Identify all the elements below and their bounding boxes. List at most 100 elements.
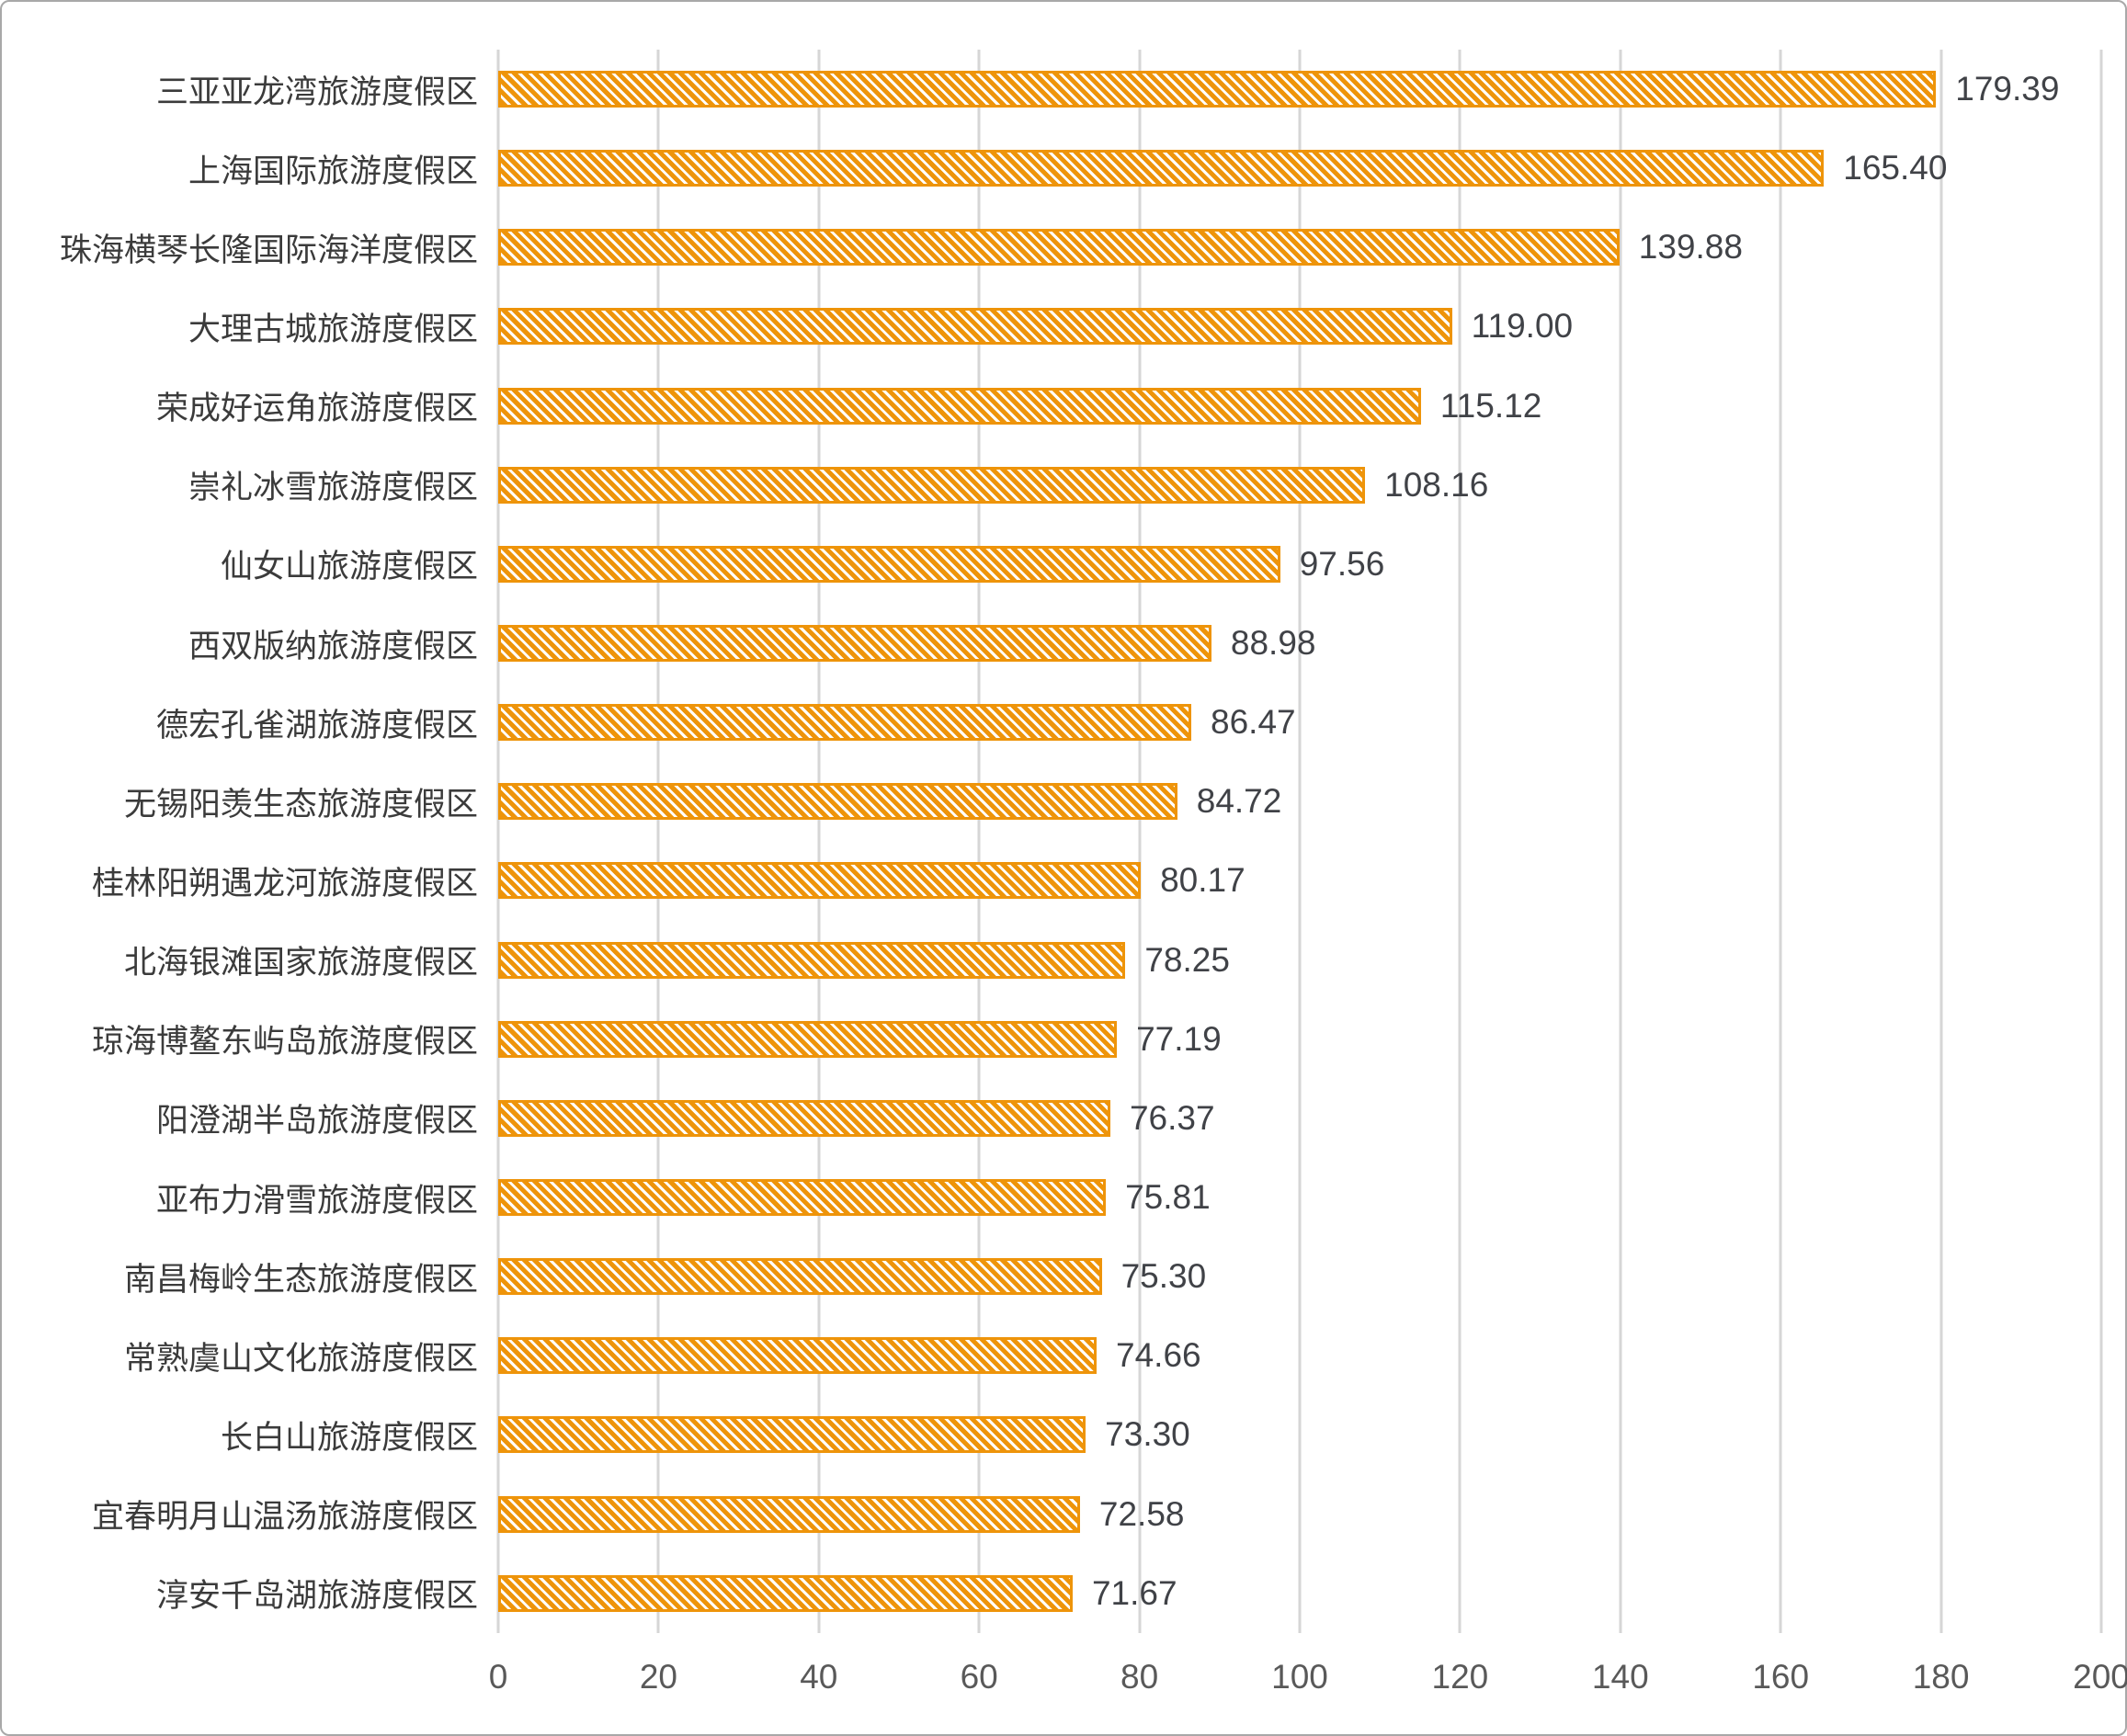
- value-label: 77.19: [1136, 1019, 1222, 1058]
- x-tick-label: 20: [639, 1658, 677, 1696]
- value-label: 75.30: [1120, 1257, 1207, 1296]
- bar-row: 西双版纳旅游度假区 88.98: [2, 604, 2127, 683]
- gridline-x-80: [1138, 50, 1142, 1633]
- bar: [498, 704, 1192, 742]
- x-tick-label: 40: [800, 1658, 838, 1696]
- x-tick-label: 200: [2073, 1658, 2127, 1696]
- bar-row: 淳安千岛湖旅游度假区 71.67: [2, 1554, 2127, 1633]
- bar-row: 南昌梅岭生态旅游度假区 75.30: [2, 1237, 2127, 1316]
- value-label: 84.72: [1196, 782, 1282, 821]
- gridline-x-120: [1458, 50, 1462, 1633]
- value-label: 115.12: [1439, 386, 1542, 425]
- bar-track: 71.67: [498, 1554, 2101, 1633]
- bar-row: 琼海博鳌东屿岛旅游度假区 77.19: [2, 1000, 2127, 1079]
- bar-row: 桂林阳朔遇龙河旅游度假区 80.17: [2, 841, 2127, 920]
- value-label: 75.81: [1125, 1178, 1211, 1217]
- bar-rows: 三亚亚龙湾旅游度假区 179.39 上海国际旅游度假区 165.40 珠海横琴长隆国际海…: [2, 50, 2127, 1633]
- x-tick-label: 140: [1591, 1658, 1649, 1696]
- value-label: 72.58: [1098, 1494, 1185, 1533]
- x-tick-label: 180: [1912, 1658, 1970, 1696]
- gridline-x-160: [1779, 50, 1782, 1633]
- category-label: 常熟虞山文化旅游度假区: [123, 1340, 478, 1377]
- value-label: 108.16: [1384, 465, 1489, 504]
- gridline-x-140: [1619, 50, 1622, 1633]
- bar-row: 崇礼冰雪旅游度假区 108.16: [2, 446, 2127, 525]
- value-label: 71.67: [1091, 1573, 1177, 1612]
- value-label: 97.56: [1299, 544, 1385, 583]
- bar-track: 165.40: [498, 129, 2101, 208]
- bar-track: 80.17: [498, 841, 2101, 920]
- bar: [498, 1495, 1080, 1533]
- bar: [498, 1416, 1086, 1454]
- plot-area: [496, 50, 2103, 1633]
- bar: [498, 1179, 1107, 1217]
- bar-row: 珠海横琴长隆国际海洋度假区 139.88: [2, 208, 2127, 287]
- value-label: 78.25: [1144, 940, 1230, 979]
- bar-row: 荣成好运角旅游度假区 115.12: [2, 367, 2127, 446]
- bar-row: 北海银滩国家旅游度假区 78.25: [2, 921, 2127, 1000]
- category-label: 上海国际旅游度假区: [188, 153, 478, 189]
- category-label: 仙女山旅游度假区: [220, 549, 478, 585]
- category-label: 无锡阳羡生态旅游度假区: [123, 786, 478, 823]
- bar-track: 74.66: [498, 1316, 2101, 1395]
- gridline-x-40: [817, 50, 821, 1633]
- bar-track: 108.16: [498, 446, 2101, 525]
- gridline-x-180: [1939, 50, 1943, 1633]
- category-label: 琼海博鳌东屿岛旅游度假区: [91, 1024, 478, 1061]
- bar-row: 亚布力滑雪旅游度假区 75.81: [2, 1158, 2127, 1237]
- category-label: 珠海横琴长隆国际海洋度假区: [59, 232, 478, 268]
- x-axis: 0 20 40 60 80 100 120 140 160 180 200: [489, 1658, 2127, 1713]
- category-label: 三亚亚龙湾旅游度假区: [155, 74, 478, 110]
- category-label: 亚布力滑雪旅游度假区: [155, 1182, 478, 1219]
- bar-track: 76.37: [498, 1079, 2101, 1158]
- gridline-x-60: [977, 50, 981, 1633]
- bar: [498, 1020, 1118, 1058]
- value-label: 80.17: [1160, 861, 1245, 900]
- bar: [498, 1258, 1102, 1296]
- value-label: 76.37: [1129, 1098, 1215, 1137]
- category-label: 长白山旅游度假区: [220, 1419, 478, 1456]
- bar-track: 78.25: [498, 921, 2101, 1000]
- bar: [498, 625, 1211, 663]
- bar: [498, 387, 1421, 425]
- bar: [498, 229, 1620, 267]
- bar-track: 73.30: [498, 1395, 2101, 1474]
- bar-track: 119.00: [498, 287, 2101, 366]
- bar-row: 宜春明月山温汤旅游度假区 72.58: [2, 1475, 2127, 1554]
- bar-track: 77.19: [498, 1000, 2101, 1079]
- bar-track: 88.98: [498, 604, 2101, 683]
- value-label: 139.88: [1638, 228, 1743, 267]
- category-label: 荣成好运角旅游度假区: [155, 391, 478, 427]
- gridline-x-100: [1298, 50, 1302, 1633]
- bar: [498, 862, 1142, 900]
- bar-row: 无锡阳羡生态旅游度假区 84.72: [2, 762, 2127, 841]
- category-label: 宜春明月山温汤旅游度假区: [91, 1499, 478, 1536]
- bar: [498, 941, 1126, 979]
- gridline-x-20: [656, 50, 660, 1633]
- value-label: 86.47: [1211, 703, 1296, 742]
- category-label: 西双版纳旅游度假区: [188, 628, 478, 664]
- x-tick-label: 160: [1752, 1658, 1810, 1696]
- x-tick-label: 80: [1120, 1658, 1159, 1696]
- bar: [498, 308, 1452, 346]
- bar-track: 75.30: [498, 1237, 2101, 1316]
- bar-track: 115.12: [498, 367, 2101, 446]
- x-tick-label: 0: [488, 1658, 508, 1696]
- bar: [498, 150, 1825, 187]
- gridline-x-200: [2099, 50, 2103, 1633]
- bar-row: 长白山旅游度假区 73.30: [2, 1395, 2127, 1474]
- bar-row: 常熟虞山文化旅游度假区 74.66: [2, 1316, 2127, 1395]
- bar: [498, 1099, 1110, 1137]
- category-label: 淳安千岛湖旅游度假区: [155, 1578, 478, 1615]
- bar-track: 86.47: [498, 683, 2101, 762]
- category-label: 大理古城旅游度假区: [188, 311, 478, 347]
- bar-row: 德宏孔雀湖旅游度假区 86.47: [2, 683, 2127, 762]
- bar: [498, 71, 1937, 108]
- value-label: 74.66: [1116, 1336, 1201, 1375]
- bar: [498, 545, 1280, 583]
- bar-track: 179.39: [498, 50, 2101, 129]
- bar: [498, 783, 1177, 821]
- x-tick-label: 120: [1431, 1658, 1489, 1696]
- gridline-x-0: [496, 50, 500, 1633]
- bar-track: 97.56: [498, 525, 2101, 604]
